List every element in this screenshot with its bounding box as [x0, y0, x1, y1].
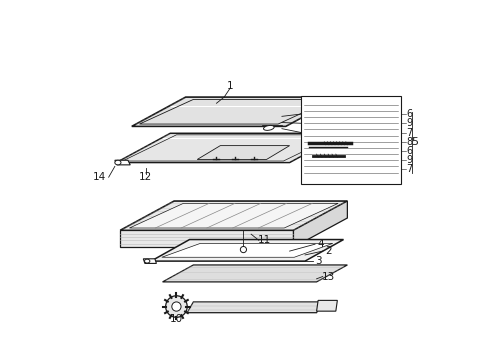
Polygon shape — [162, 243, 333, 257]
Polygon shape — [115, 160, 130, 165]
Text: 1: 1 — [227, 81, 234, 91]
Text: 7: 7 — [406, 165, 412, 175]
Circle shape — [172, 302, 181, 311]
Polygon shape — [132, 97, 340, 126]
Polygon shape — [120, 230, 294, 247]
Polygon shape — [151, 239, 343, 261]
Polygon shape — [294, 201, 347, 247]
Text: 12: 12 — [139, 172, 152, 182]
Text: 3: 3 — [315, 256, 321, 266]
Polygon shape — [317, 300, 337, 311]
Polygon shape — [129, 203, 338, 228]
Text: 7: 7 — [406, 127, 412, 138]
Text: 8: 8 — [406, 137, 412, 147]
Circle shape — [240, 247, 246, 253]
Polygon shape — [143, 259, 156, 264]
Ellipse shape — [264, 125, 274, 130]
Text: 11: 11 — [258, 235, 271, 245]
Polygon shape — [197, 145, 290, 159]
Text: 5: 5 — [412, 137, 418, 147]
Text: 6: 6 — [406, 146, 412, 156]
Text: 9: 9 — [406, 155, 412, 165]
Text: 6: 6 — [406, 109, 412, 119]
Ellipse shape — [145, 259, 150, 263]
Text: 4: 4 — [317, 239, 324, 249]
Bar — [301, 95, 401, 184]
Circle shape — [166, 296, 187, 317]
Polygon shape — [163, 265, 347, 282]
Text: 13: 13 — [321, 271, 335, 282]
Polygon shape — [187, 302, 323, 313]
Text: 2: 2 — [325, 246, 331, 256]
Text: 10: 10 — [170, 314, 183, 324]
Polygon shape — [120, 201, 347, 230]
Polygon shape — [117, 133, 343, 163]
Text: 9: 9 — [406, 118, 412, 128]
Text: 14: 14 — [93, 172, 106, 182]
Ellipse shape — [115, 160, 121, 165]
